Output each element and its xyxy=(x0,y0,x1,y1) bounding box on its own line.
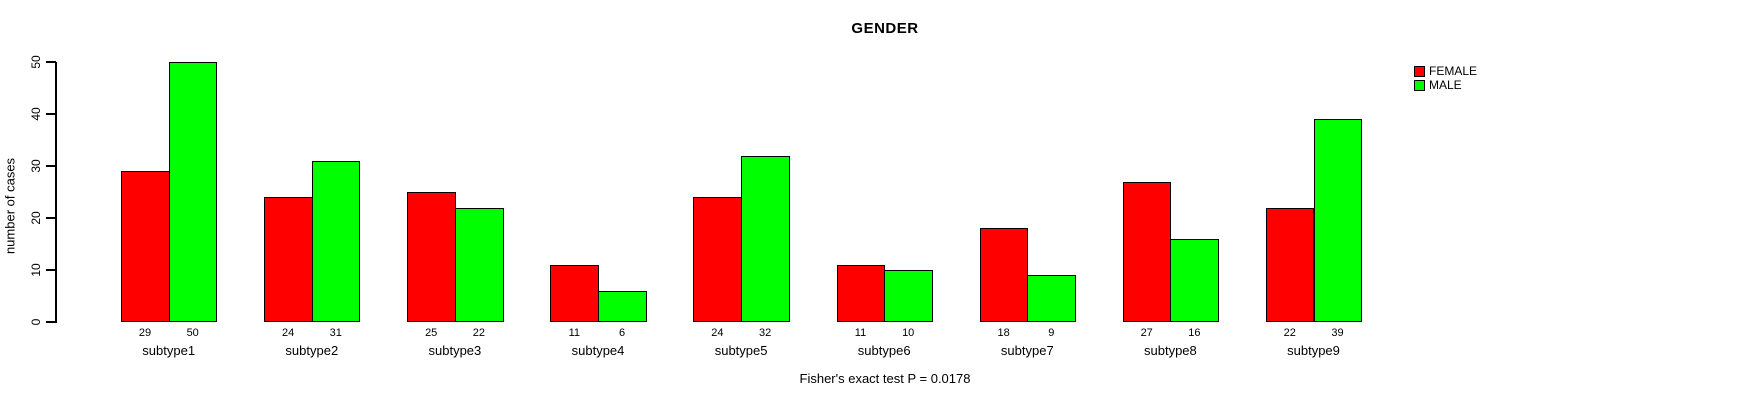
bar-subtype8-male xyxy=(1170,238,1220,322)
legend: FEMALE MALE xyxy=(1414,65,1477,92)
y-axis-label: number of cases xyxy=(2,157,18,255)
value-label-subtype2-female: 24 xyxy=(281,327,295,339)
category-label-subtype2: subtype2 xyxy=(285,343,339,358)
legend-item-female: FEMALE xyxy=(1414,65,1477,79)
y-tick-label-40: 40 xyxy=(29,107,43,121)
chart-title: GENDER xyxy=(851,20,919,37)
value-label-subtype6-female: 11 xyxy=(854,327,867,339)
y-tick-mark-10 xyxy=(46,269,56,271)
bar-subtype9-female xyxy=(1265,207,1315,322)
bar-subtype6-female xyxy=(836,264,886,322)
y-tick-mark-40 xyxy=(46,113,56,115)
value-label-subtype3-female: 25 xyxy=(425,327,438,339)
value-label-subtype1-male: 50 xyxy=(186,327,199,339)
bar-subtype6-male xyxy=(884,270,933,322)
value-label-subtype7-male: 9 xyxy=(1048,327,1055,339)
bar-subtype2-female xyxy=(264,197,313,322)
bar-subtype8-female xyxy=(1122,181,1172,322)
value-label-subtype6-male: 10 xyxy=(902,327,915,339)
y-tick-label-0: 0 xyxy=(29,318,43,326)
bar-subtype4-female xyxy=(550,264,599,322)
bar-subtype7-female xyxy=(979,228,1029,322)
bar-subtype9-male xyxy=(1313,119,1363,322)
y-tick-mark-30 xyxy=(46,165,56,167)
bar-subtype5-male xyxy=(741,155,790,322)
y-tick-mark-50 xyxy=(46,61,56,63)
category-label-subtype6: subtype6 xyxy=(857,343,911,358)
male-color-swatch xyxy=(1414,79,1425,91)
value-label-subtype9-female: 22 xyxy=(1283,327,1296,339)
value-label-subtype3-male: 22 xyxy=(472,327,486,339)
legend-label-male: MALE xyxy=(1429,77,1462,92)
bar-subtype1-male xyxy=(168,62,218,322)
bar-subtype7-male xyxy=(1027,275,1076,322)
statistics-caption: Fisher's exact test P = 0.0178 xyxy=(799,371,971,386)
value-label-subtype4-male: 6 xyxy=(618,327,626,339)
bar-subtype3-female xyxy=(407,192,456,322)
bar-subtype5-female xyxy=(693,197,743,322)
value-label-subtype5-female: 24 xyxy=(711,327,724,339)
y-tick-label-30: 30 xyxy=(29,159,43,173)
category-label-subtype7: subtype7 xyxy=(1000,343,1054,358)
bar-subtype4-male xyxy=(598,290,647,322)
category-label-subtype3: subtype3 xyxy=(428,343,482,358)
y-tick-mark-20 xyxy=(46,217,56,219)
category-label-subtype4: subtype4 xyxy=(571,343,625,358)
bar-subtype2-male xyxy=(311,160,361,322)
category-label-subtype1: subtype1 xyxy=(142,343,196,358)
value-label-subtype1-female: 29 xyxy=(138,327,152,339)
female-color-swatch xyxy=(1414,66,1425,78)
value-label-subtype8-female: 27 xyxy=(1140,327,1153,339)
y-tick-mark-0 xyxy=(46,321,56,323)
bar-subtype1-female xyxy=(121,171,170,322)
y-tick-label-50: 50 xyxy=(29,55,43,69)
category-label-subtype5: subtype5 xyxy=(714,343,768,358)
y-tick-label-10: 10 xyxy=(29,263,43,277)
legend-item-male: MALE xyxy=(1414,77,1477,93)
bar-subtype3-male xyxy=(454,207,504,322)
value-label-subtype7-female: 18 xyxy=(997,327,1010,339)
category-label-subtype8: subtype8 xyxy=(1144,343,1197,358)
value-label-subtype9-male: 39 xyxy=(1331,327,1344,339)
value-label-subtype5-male: 32 xyxy=(758,327,772,339)
y-tick-label-20: 20 xyxy=(29,211,43,225)
category-label-subtype9: subtype9 xyxy=(1287,343,1340,358)
value-label-subtype2-male: 31 xyxy=(329,327,342,339)
value-label-subtype8-male: 16 xyxy=(1188,327,1201,339)
y-axis-line xyxy=(55,62,57,323)
value-label-subtype4-female: 11 xyxy=(568,327,580,339)
legend-label-female: FEMALE xyxy=(1429,64,1478,79)
